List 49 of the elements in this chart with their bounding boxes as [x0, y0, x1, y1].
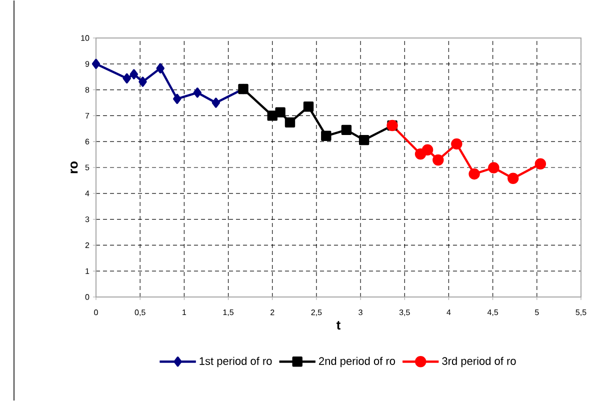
y-tick-label: 9: [85, 61, 90, 67]
x-tick-label: 2,5: [311, 310, 322, 316]
legend-label: 1st period of ro: [200, 356, 272, 368]
y-tick-label: 4: [85, 190, 90, 196]
y-tick-label: 10: [81, 35, 90, 41]
point: [212, 98, 220, 108]
y-tick-label: 3: [85, 216, 90, 222]
y-tick-label: 1: [86, 268, 90, 274]
x-tick-label: 3,5: [399, 310, 410, 316]
x-tick-label: 2: [270, 310, 274, 316]
x-tick-label: 5,5: [576, 310, 586, 316]
legend-label: 2nd period of ro: [319, 356, 396, 368]
point: [451, 138, 462, 150]
y-tick-label: 2: [85, 242, 90, 248]
point: [122, 73, 131, 84]
y-axis-title: ro: [70, 162, 78, 174]
point: [284, 117, 296, 128]
point: [156, 63, 164, 74]
y-tick-label: 8: [85, 86, 90, 93]
point: [193, 88, 202, 98]
y-tick-label: 5: [85, 164, 90, 170]
x-tick-label: 0: [94, 310, 98, 316]
y-tick-label: 6: [85, 138, 90, 144]
x-tick-label: 0,5: [134, 310, 146, 316]
y-tick-label: 7: [85, 112, 90, 118]
point: [275, 107, 286, 118]
point: [358, 134, 370, 146]
point: [341, 124, 352, 136]
point: [138, 76, 147, 87]
x-tick-label: 3: [358, 310, 362, 316]
x-tick-label: 5: [534, 310, 539, 316]
x-tick-label: 4,5: [487, 310, 498, 316]
legend-label: 3rd period of ro: [442, 356, 516, 368]
x-tick-label: 4: [446, 310, 451, 316]
point: [507, 172, 519, 184]
point: [432, 154, 444, 166]
x-tick-label: 1,5: [223, 310, 234, 316]
y-tick-label: 0: [85, 294, 90, 300]
point: [468, 168, 480, 180]
point: [422, 144, 434, 156]
point: [303, 102, 314, 112]
x-axis-title: t: [336, 320, 341, 330]
point: [130, 69, 138, 80]
point: [92, 58, 100, 69]
x-tick-label: 1: [182, 310, 186, 316]
point: [488, 162, 500, 174]
point: [534, 158, 546, 170]
point: [321, 130, 332, 141]
point: [173, 94, 182, 104]
